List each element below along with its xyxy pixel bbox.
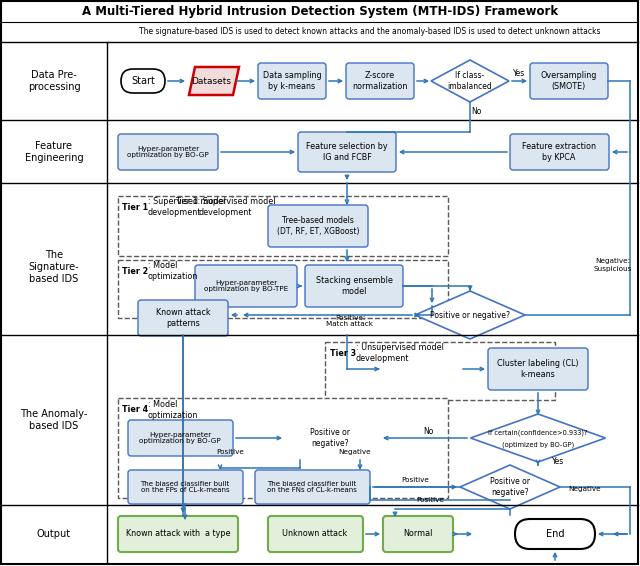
Text: Known attack
patterns: Known attack patterns [156,308,211,328]
Text: No: No [471,108,481,117]
FancyBboxPatch shape [128,470,243,504]
FancyBboxPatch shape [346,63,414,99]
Text: Hyper-parameter
optimization by BO-GP: Hyper-parameter optimization by BO-GP [139,431,221,444]
Text: Yes: Yes [513,70,525,79]
Text: Positive: Positive [216,449,244,455]
Polygon shape [460,465,560,509]
Text: End: End [546,529,564,539]
FancyBboxPatch shape [268,205,368,247]
Text: Tier 1: Supervised model
development: Tier 1: Supervised model development [175,198,275,217]
FancyBboxPatch shape [118,134,218,170]
Text: Output: Output [37,529,71,539]
Text: Hyper-parameter
optimization by BO-GP: Hyper-parameter optimization by BO-GP [127,145,209,158]
FancyBboxPatch shape [195,265,297,307]
Text: Positive or
negative?: Positive or negative? [490,477,530,497]
Text: If certain(confidence>0.933)?: If certain(confidence>0.933)? [488,430,588,436]
Text: The biased classifier built
on the FPs of CL-k-means: The biased classifier built on the FPs o… [140,481,230,494]
Text: : Unsupervised model
development: : Unsupervised model development [356,344,444,363]
Polygon shape [470,414,605,462]
Polygon shape [285,416,375,460]
Text: Data sampling
by k-means: Data sampling by k-means [262,71,321,91]
FancyBboxPatch shape [128,420,233,456]
Text: Oversampling
(SMOTE): Oversampling (SMOTE) [541,71,597,91]
Text: (optimized by BO-GP): (optimized by BO-GP) [502,441,574,448]
Text: Positive: Positive [401,477,429,483]
FancyBboxPatch shape [530,63,608,99]
FancyBboxPatch shape [298,132,396,172]
Text: : Model
optimization: : Model optimization [148,400,198,420]
Text: : Supervised model
development: : Supervised model development [148,198,226,217]
Text: Stacking ensemble
model: Stacking ensemble model [316,276,392,295]
Text: Positive:
Match attack: Positive: Match attack [326,315,374,328]
Text: Tier 3: Tier 3 [330,349,356,358]
Text: Positive or negative?: Positive or negative? [430,311,510,319]
Text: Known attack with  a type: Known attack with a type [125,530,230,538]
Text: A Multi-Tiered Hybrid Intrusion Detection System (MTH-IDS) Framework: A Multi-Tiered Hybrid Intrusion Detectio… [82,6,558,19]
Text: Yes: Yes [552,457,564,466]
FancyBboxPatch shape [383,516,453,552]
FancyBboxPatch shape [118,260,448,318]
Text: Hyper-parameter
optimization by BO-TPE: Hyper-parameter optimization by BO-TPE [204,280,288,293]
FancyBboxPatch shape [325,342,555,400]
Text: The biased classifier built
on the FNs of CL-k-means: The biased classifier built on the FNs o… [267,481,357,494]
Text: Tier 4: Tier 4 [122,405,148,414]
FancyBboxPatch shape [121,69,165,93]
FancyBboxPatch shape [118,196,448,256]
Text: Feature extraction
by KPCA: Feature extraction by KPCA [522,142,596,162]
FancyBboxPatch shape [258,63,326,99]
Text: Negative: Negative [568,486,600,492]
Text: Negative:
Suspicious: Negative: Suspicious [594,259,632,272]
Text: Tree-based models
(DT, RF, ET, XGBoost): Tree-based models (DT, RF, ET, XGBoost) [276,216,359,235]
Text: Start: Start [131,76,155,86]
Polygon shape [431,60,509,102]
Text: If class-
imbalanced: If class- imbalanced [447,71,492,91]
Text: Feature selection by
IG and FCBF: Feature selection by IG and FCBF [306,142,388,162]
Text: Positive or
negative?: Positive or negative? [310,428,350,448]
Text: Z-score
normalization: Z-score normalization [352,71,408,91]
FancyBboxPatch shape [255,470,370,504]
Text: Negative: Negative [339,449,371,455]
Text: Data Pre-
processing: Data Pre- processing [28,70,80,92]
Text: Tier 1: Tier 1 [122,203,148,212]
Text: Datasets: Datasets [191,76,231,85]
Text: The
Signature-
based IDS: The Signature- based IDS [29,250,79,284]
FancyBboxPatch shape [305,265,403,307]
FancyBboxPatch shape [515,519,595,549]
FancyBboxPatch shape [488,348,588,390]
FancyBboxPatch shape [138,300,228,336]
FancyBboxPatch shape [118,516,238,552]
Text: The Anomaly-
based IDS: The Anomaly- based IDS [20,409,88,431]
Text: Normal: Normal [403,530,433,538]
Text: Feature
Engineering: Feature Engineering [25,141,83,163]
Text: Positive: Positive [416,497,444,503]
Text: Tier 2: Tier 2 [122,267,148,276]
Text: No: No [423,427,433,435]
Polygon shape [415,291,525,339]
Polygon shape [189,67,239,95]
Text: Unknown attack: Unknown attack [282,530,348,538]
Text: : Model
optimization: : Model optimization [148,261,198,281]
FancyBboxPatch shape [118,398,448,498]
FancyBboxPatch shape [510,134,609,170]
Text: Cluster labeling (CL)
k-means: Cluster labeling (CL) k-means [497,359,579,379]
Text: The signature-based IDS is used to detect known attacks and the anomaly-based ID: The signature-based IDS is used to detec… [140,27,601,36]
FancyBboxPatch shape [268,516,363,552]
